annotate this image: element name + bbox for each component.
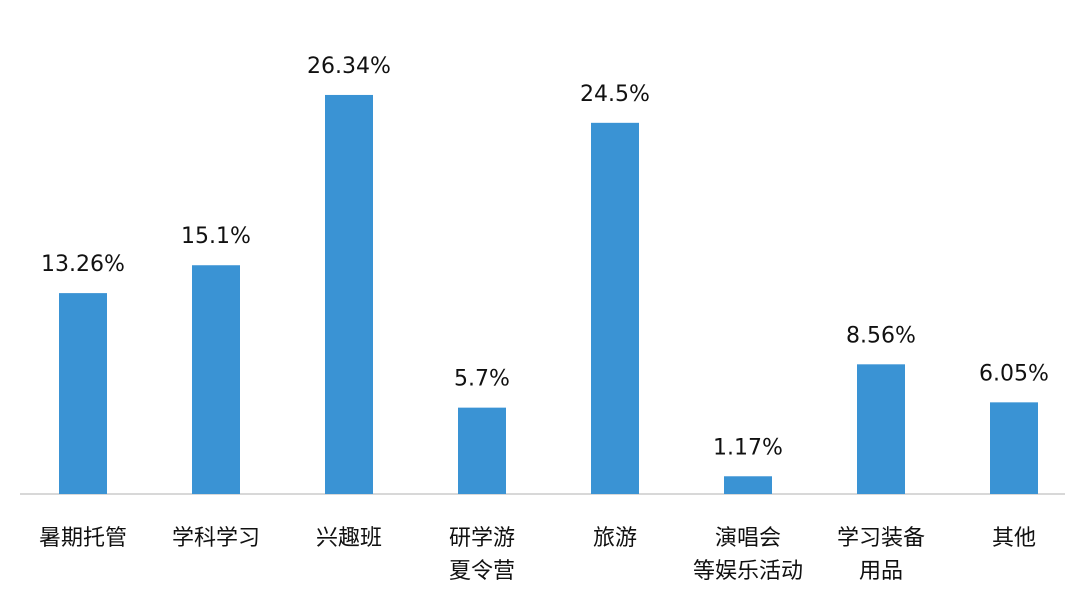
value-label: 24.5% <box>580 82 650 107</box>
bar <box>990 402 1038 494</box>
x-tick-label: 学科学习 <box>172 526 260 551</box>
x-tick-label-line: 旅游 <box>593 526 637 551</box>
bar <box>857 364 905 494</box>
x-tick-label: 兴趣班 <box>316 526 382 551</box>
bar <box>59 293 107 494</box>
value-label: 26.34% <box>307 54 391 79</box>
bar <box>458 407 506 494</box>
value-label: 15.1% <box>181 224 251 249</box>
value-label: 5.7% <box>454 367 510 392</box>
x-tick-label: 旅游 <box>593 526 637 551</box>
x-tick-label: 学习装备用品 <box>837 526 925 584</box>
x-tick-label-line: 其他 <box>992 526 1036 551</box>
x-tick-label: 暑期托管 <box>39 526 127 551</box>
value-label: 1.17% <box>713 435 783 460</box>
x-tick-label-line: 演唱会 <box>715 526 781 551</box>
x-tick-label-line: 研学游 <box>449 526 515 551</box>
bar <box>724 476 772 494</box>
value-label: 8.56% <box>846 323 916 348</box>
x-tick-label-line: 暑期托管 <box>39 526 127 551</box>
x-tick-label-line: 夏令营 <box>449 559 515 584</box>
x-tick-label-line: 兴趣班 <box>316 526 382 551</box>
bar <box>591 122 639 494</box>
x-tick-label-line: 学科学习 <box>172 526 260 551</box>
x-tick-label: 演唱会等娱乐活动 <box>693 526 803 584</box>
x-tick-label: 其他 <box>992 526 1036 551</box>
x-tick-label-line: 用品 <box>859 559 903 584</box>
value-label: 13.26% <box>41 252 125 277</box>
value-label: 6.05% <box>979 361 1049 386</box>
bar <box>325 94 373 494</box>
bar <box>192 265 240 494</box>
x-tick-label-line: 等娱乐活动 <box>693 559 803 584</box>
x-tick-label-line: 学习装备 <box>837 526 925 551</box>
x-tick-label: 研学游夏令营 <box>449 526 515 584</box>
